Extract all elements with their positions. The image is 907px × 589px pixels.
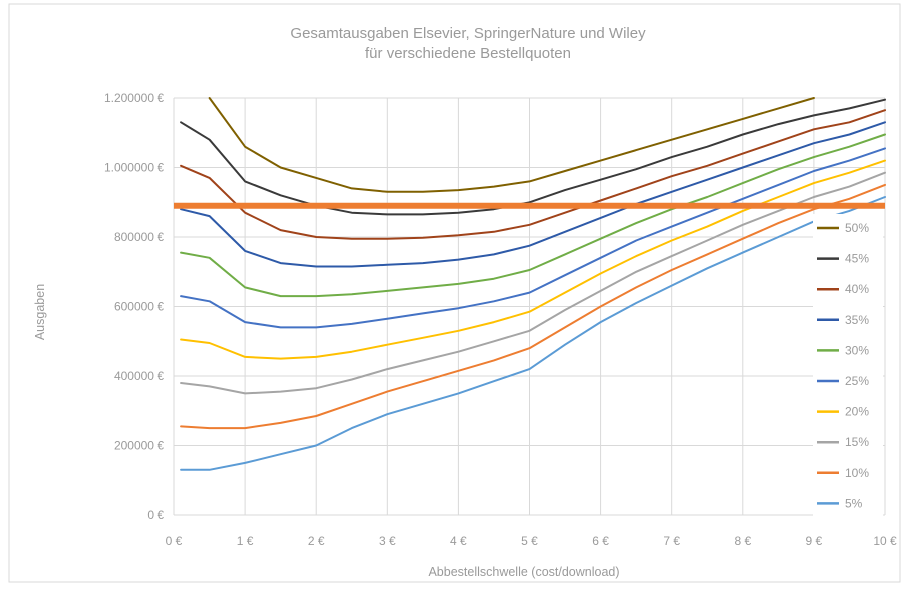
x-tick-label: 7 € [663,534,680,548]
series-line-40pct [180,109,886,240]
x-tick-label: 0 € [166,534,183,548]
series-line-15pct [180,171,886,395]
x-tick-label: 3 € [379,534,396,548]
legend-label: 40% [845,282,869,296]
x-tick-label: 1 € [237,534,254,548]
chart-title: Gesamtausgaben Elsevier, SpringerNature … [290,25,646,42]
y-tick-label: 600000 € [114,300,164,314]
x-tick-label: 10 € [873,534,897,548]
gridlines [173,97,886,516]
legend-label: 5% [845,496,863,510]
series-line-35pct [180,121,886,268]
series-line-25pct [180,147,886,329]
x-tick-label: 6 € [592,534,609,548]
series-line-45pct [180,98,886,216]
legend-label: 35% [845,313,869,327]
x-tick-label: 2 € [308,534,325,548]
legend-label: 25% [845,374,869,388]
y-tick-label: 800000 € [114,230,164,244]
y-tick-label: 1.000000 € [104,161,164,175]
series-line-20pct [180,159,886,360]
series-line-50pct [208,97,815,193]
series-line-10pct [180,183,886,430]
legend-label: 30% [845,343,869,357]
x-axis-ticks: 0 € 1 € 2 € 3 € 4 € 5 € 6 € 7 € 8 € 9 € 10 € [166,534,897,548]
y-tick-label: 200000 € [114,439,164,453]
legend-label: 50% [845,221,869,235]
chart-subtitle: für verschiedene Bestellquoten [365,45,571,62]
legend-label: 45% [845,252,869,266]
x-tick-label: 5 € [521,534,538,548]
y-tick-label: 0 € [147,508,164,522]
y-axis-ticks: 0 € 200000 € 400000 € 600000 € 800000 € 1.000… [104,91,164,522]
legend-label: 10% [845,466,869,480]
x-axis-title: Abbestellschwelle (cost/download) [428,565,619,579]
y-tick-label: 1.200000 € [104,91,164,105]
chart-border [8,3,901,583]
x-tick-label: 8 € [734,534,751,548]
y-tick-label: 400000 € [114,369,164,383]
legend: 50% 45% 40% 35% 30% 25% 20% 15% 10% 5% [813,214,883,524]
y-axis-title: Ausgaben [33,284,47,340]
x-tick-label: 9 € [806,534,823,548]
series-line-5pct [180,196,886,471]
legend-label: 20% [845,405,869,419]
legend-label: 15% [845,435,869,449]
x-tick-label: 4 € [450,534,467,548]
series-line-30pct [180,133,886,298]
series-lines [180,97,886,471]
